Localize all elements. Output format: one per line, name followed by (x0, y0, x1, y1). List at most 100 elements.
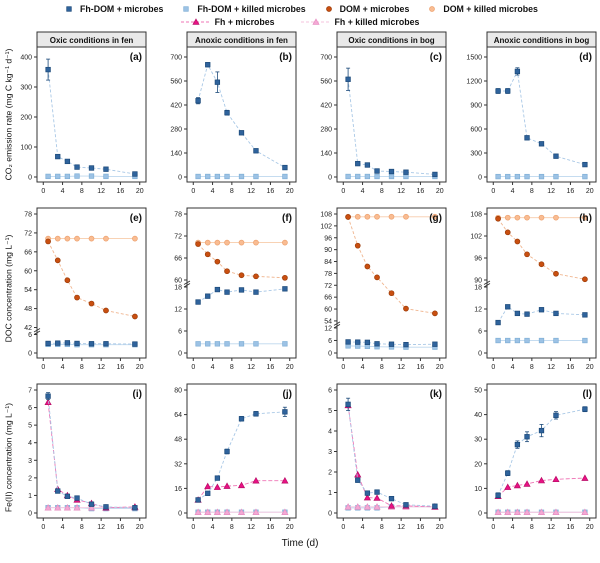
y-tick-label: 7 (28, 388, 32, 395)
y-tick-label: 0 (178, 351, 182, 358)
legend-label: DOM + microbes (339, 3, 410, 14)
panel-d: Anoxic conditions in bog 0 300 600 900 1200 15… (466, 31, 597, 195)
y-tick-label: 54 (24, 287, 32, 294)
series-fhdom-microbes (45, 392, 138, 511)
series-fhdom-microbes (195, 406, 288, 503)
panel-letter: (l) (583, 389, 592, 400)
x-tick-label: 16 (417, 188, 425, 195)
x-tick-label: 0 (491, 524, 495, 531)
circle-marker-icon (429, 5, 436, 12)
y-tick-label: 48 (174, 437, 182, 444)
x-tick-label: 20 (586, 188, 594, 195)
series-fhdom-microbes (495, 67, 588, 168)
series-fhdom-microbes (495, 304, 588, 326)
y-tick-label: 4 (28, 440, 32, 447)
series-fh-killed (194, 508, 289, 515)
x-axis-title: Time (d) (281, 538, 319, 549)
series-fhdom-killed (495, 337, 588, 344)
x-tick-label: 12 (97, 524, 105, 531)
y-tick-label: 72 (324, 283, 332, 290)
y-tick-label: 140 (320, 151, 332, 158)
legend-item-dom-killed: DOM + killed microbes (425, 4, 538, 14)
x-tick-label: 4 (61, 188, 65, 195)
series-dom-killed (345, 213, 438, 220)
x-tick-label: 4 (361, 364, 365, 371)
y-tick-label: 108 (320, 212, 332, 219)
triangle-marker-icon (180, 17, 211, 25)
y-tick-label: 60 (24, 268, 32, 275)
legend-label: Fh-DOM + killed microbes (197, 3, 306, 14)
series-fh-killed (494, 508, 589, 516)
x-tick-label: 4 (61, 524, 65, 531)
y-tick-label: 66 (324, 295, 332, 302)
y-tick-label: 102 (320, 223, 332, 230)
x-tick-label: 20 (286, 524, 294, 531)
y-tick-label: 6 (328, 338, 332, 345)
x-tick-label: 16 (267, 524, 275, 531)
series-dom-microbes (45, 238, 138, 320)
x-tick-label: 16 (117, 188, 125, 195)
x-tick-label: 20 (136, 524, 144, 531)
y-tick-label: 100 (20, 145, 32, 152)
panel-header-title: Oxic conditions in bog (348, 36, 434, 45)
y-tick-label: 66 (24, 249, 32, 256)
legend-label: Fh + microbes (214, 16, 275, 27)
x-tick-label: 0 (341, 524, 345, 531)
x-tick-label: 20 (586, 364, 594, 371)
panel-letter: (j) (283, 389, 292, 400)
y-tick-label: 6 (28, 332, 32, 339)
x-tick-label: 12 (547, 364, 555, 371)
y-tick-label: 10 (474, 486, 482, 493)
series-fhdom-killed (195, 173, 288, 180)
x-tick-label: 16 (567, 188, 575, 195)
x-tick-label: 4 (511, 364, 515, 371)
x-tick-label: 12 (397, 364, 405, 371)
x-tick-label: 0 (341, 364, 345, 371)
panel-b: Anoxic conditions in fen0140280420560700… (170, 31, 297, 195)
legend-item-fh-killed: Fh + killed microbes (300, 17, 419, 27)
x-tick-label: 16 (267, 364, 275, 371)
x-tick-label: 12 (397, 524, 405, 531)
legend-label: Fh-DOM + microbes (80, 3, 164, 14)
y-tick-label: 2 (28, 475, 32, 482)
y-tick-label: 900 (470, 103, 482, 110)
x-tick-label: 0 (191, 188, 195, 195)
y-tick-label: 0 (28, 351, 32, 358)
x-tick-label: 8 (80, 188, 84, 195)
y-tick-label: 200 (20, 115, 32, 122)
x-tick-label: 16 (417, 364, 425, 371)
series-fhdom-killed (345, 173, 438, 180)
y-tick-label: 0 (478, 175, 482, 182)
square-marker-icon (183, 5, 190, 12)
y-tick-label: 90 (474, 278, 482, 285)
y-tick-label: 64 (174, 412, 182, 419)
y-tick-label: 3 (328, 449, 332, 456)
y-tick-label: 4 (328, 429, 332, 436)
x-tick-label: 4 (211, 188, 215, 195)
panel-letter: (f) (282, 213, 292, 224)
y-tick-label: 6 (478, 329, 482, 336)
legend-row-2: Fh + microbes Fh + killed microbes (180, 15, 419, 28)
series-fh-microbes (494, 474, 589, 500)
y-tick-label: 40 (474, 412, 482, 419)
y-tick-label: 1200 (466, 79, 482, 86)
series-fh-microbes (194, 476, 289, 503)
series-fhdom-killed (45, 173, 138, 180)
series-dom-microbes (345, 214, 438, 317)
series-fhdom-microbes (345, 339, 438, 348)
panel-letter: (a) (130, 52, 142, 63)
legend-item-fhdom-microbes: Fh-DOM + microbes (62, 4, 163, 14)
x-tick-label: 4 (211, 524, 215, 531)
x-tick-label: 12 (247, 188, 255, 195)
y-tick-label: 140 (170, 151, 182, 158)
x-tick-label: 0 (491, 188, 495, 195)
x-tick-label: 4 (361, 524, 365, 531)
series-fh-microbes (344, 401, 439, 510)
panel-letter: (e) (130, 213, 142, 224)
